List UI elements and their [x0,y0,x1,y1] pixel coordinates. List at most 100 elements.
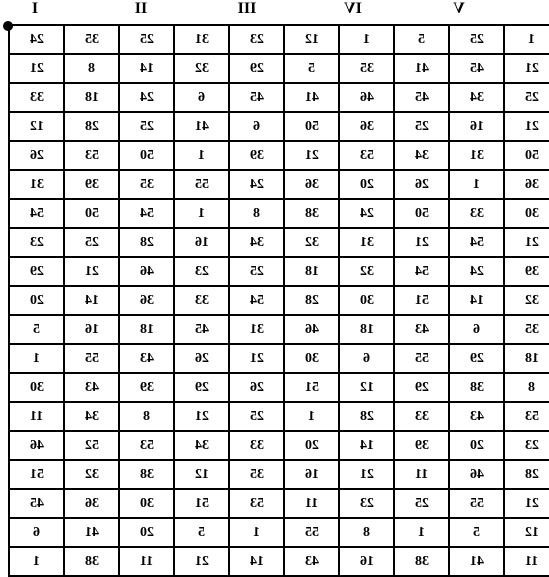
cell-value: 8 [253,206,260,222]
cell-value: 38 [470,380,484,396]
table-cell: 25 [394,112,449,141]
cell-value: 26 [195,351,209,367]
table-cell: 32 [504,286,549,315]
table-cell: 28 [64,112,119,141]
table-cell: 21 [504,228,549,257]
cell-value: 46 [140,264,154,280]
table-cell: 20 [284,431,339,460]
table-row: 46525334332014392023 [9,431,549,460]
cell-value: 11 [525,554,538,570]
cell-value: 23 [360,496,374,512]
table-cell: 29 [394,373,449,402]
cell-value: 30 [140,496,154,512]
table-cell: 54 [394,257,449,286]
table-cell: 43 [119,344,174,373]
table-cell: 26 [174,344,229,373]
column-headers: I II III IV V [8,0,538,22]
table-cell: 16 [64,315,119,344]
cell-value: 1 [33,351,40,367]
table-cell: 23 [504,431,549,460]
table-cell: 24 [339,199,394,228]
cell-value: 32 [360,264,374,280]
table-cell: 21 [174,402,229,431]
table-row: 29214623251832542439 [9,257,549,286]
table-cell: 39 [64,170,119,199]
cell-value: 51 [415,293,429,309]
cell-value: 32 [305,235,319,251]
table-cell: 30 [9,373,64,402]
table-cell: 12 [284,25,339,54]
table-cell: 55 [174,170,229,199]
table-cell: 53 [339,141,394,170]
table-cell: 41 [394,54,449,83]
header-5: V [406,0,512,18]
table-cell: 1 [284,402,339,431]
table-cell: 18 [64,83,119,112]
cell-value: 32 [85,467,99,483]
cell-value: 36 [140,293,154,309]
table-cell: 32 [339,257,394,286]
table-row: 545054183824503330 [9,199,549,228]
cell-value: 26 [415,177,429,193]
table-cell: 24 [229,170,284,199]
table-cell: 33 [9,83,64,112]
cell-value: 55 [415,351,429,367]
cell-value: 54 [250,293,264,309]
cell-value: 31 [360,235,374,251]
cell-value: 39 [525,264,539,280]
table-cell: 21 [504,54,549,83]
cell-value: 6 [198,90,205,106]
cell-value: 53 [525,409,539,425]
cell-value: 43 [140,351,154,367]
cell-value: 23 [250,32,264,48]
table-cell: 31 [449,141,504,170]
table-cell: 54 [9,199,64,228]
cell-value: 25 [140,32,154,48]
cell-value: 43 [305,554,319,570]
table-cell: 5 [174,518,229,547]
table-cell: 14 [449,286,504,315]
cell-value: 11 [30,409,43,425]
cell-value: 11 [140,554,153,570]
cell-value: 54 [470,235,484,251]
cell-value: 31 [250,322,264,338]
table-cell: 45 [394,83,449,112]
cell-value: 25 [140,119,154,135]
table-cell: 26 [394,170,449,199]
table-cell: 1 [229,518,284,547]
table-cell: 8 [339,518,394,547]
table-cell: 12 [504,518,549,547]
table-row: 218143229535414521 [9,54,549,83]
table-row: 23252816343231215421 [9,228,549,257]
table-row: 3318246454146453425 [9,83,549,112]
cell-value: 34 [85,409,99,425]
table-cell: 45 [449,54,504,83]
table-cell: 14 [339,431,394,460]
cell-value: 12 [30,119,44,135]
cell-value: 26 [30,148,44,164]
cell-value: 8 [528,380,535,396]
table-cell: 21 [394,228,449,257]
table-cell: 21 [284,141,339,170]
cell-value: 21 [85,264,99,280]
cell-value: 43 [470,409,484,425]
cell-value: 16 [85,322,99,338]
cell-value: 14 [360,438,374,454]
cell-value: 25 [85,235,99,251]
table-cell: 46 [449,460,504,489]
cell-value: 53 [140,438,154,454]
table-cell: 43 [284,547,339,576]
cell-value: 28 [360,409,374,425]
table-cell: 1 [449,170,504,199]
cell-value: 36 [525,177,539,193]
table-cell: 36 [64,489,119,518]
cell-value: 29 [415,380,429,396]
cell-value: 20 [30,293,44,309]
table-cell: 54 [119,199,174,228]
table-cell: 30 [284,344,339,373]
cell-value: 21 [30,61,44,77]
cell-value: 24 [470,264,484,280]
cell-value: 35 [85,32,99,48]
table-cell: 45 [229,83,284,112]
cell-value: 25 [470,32,484,48]
